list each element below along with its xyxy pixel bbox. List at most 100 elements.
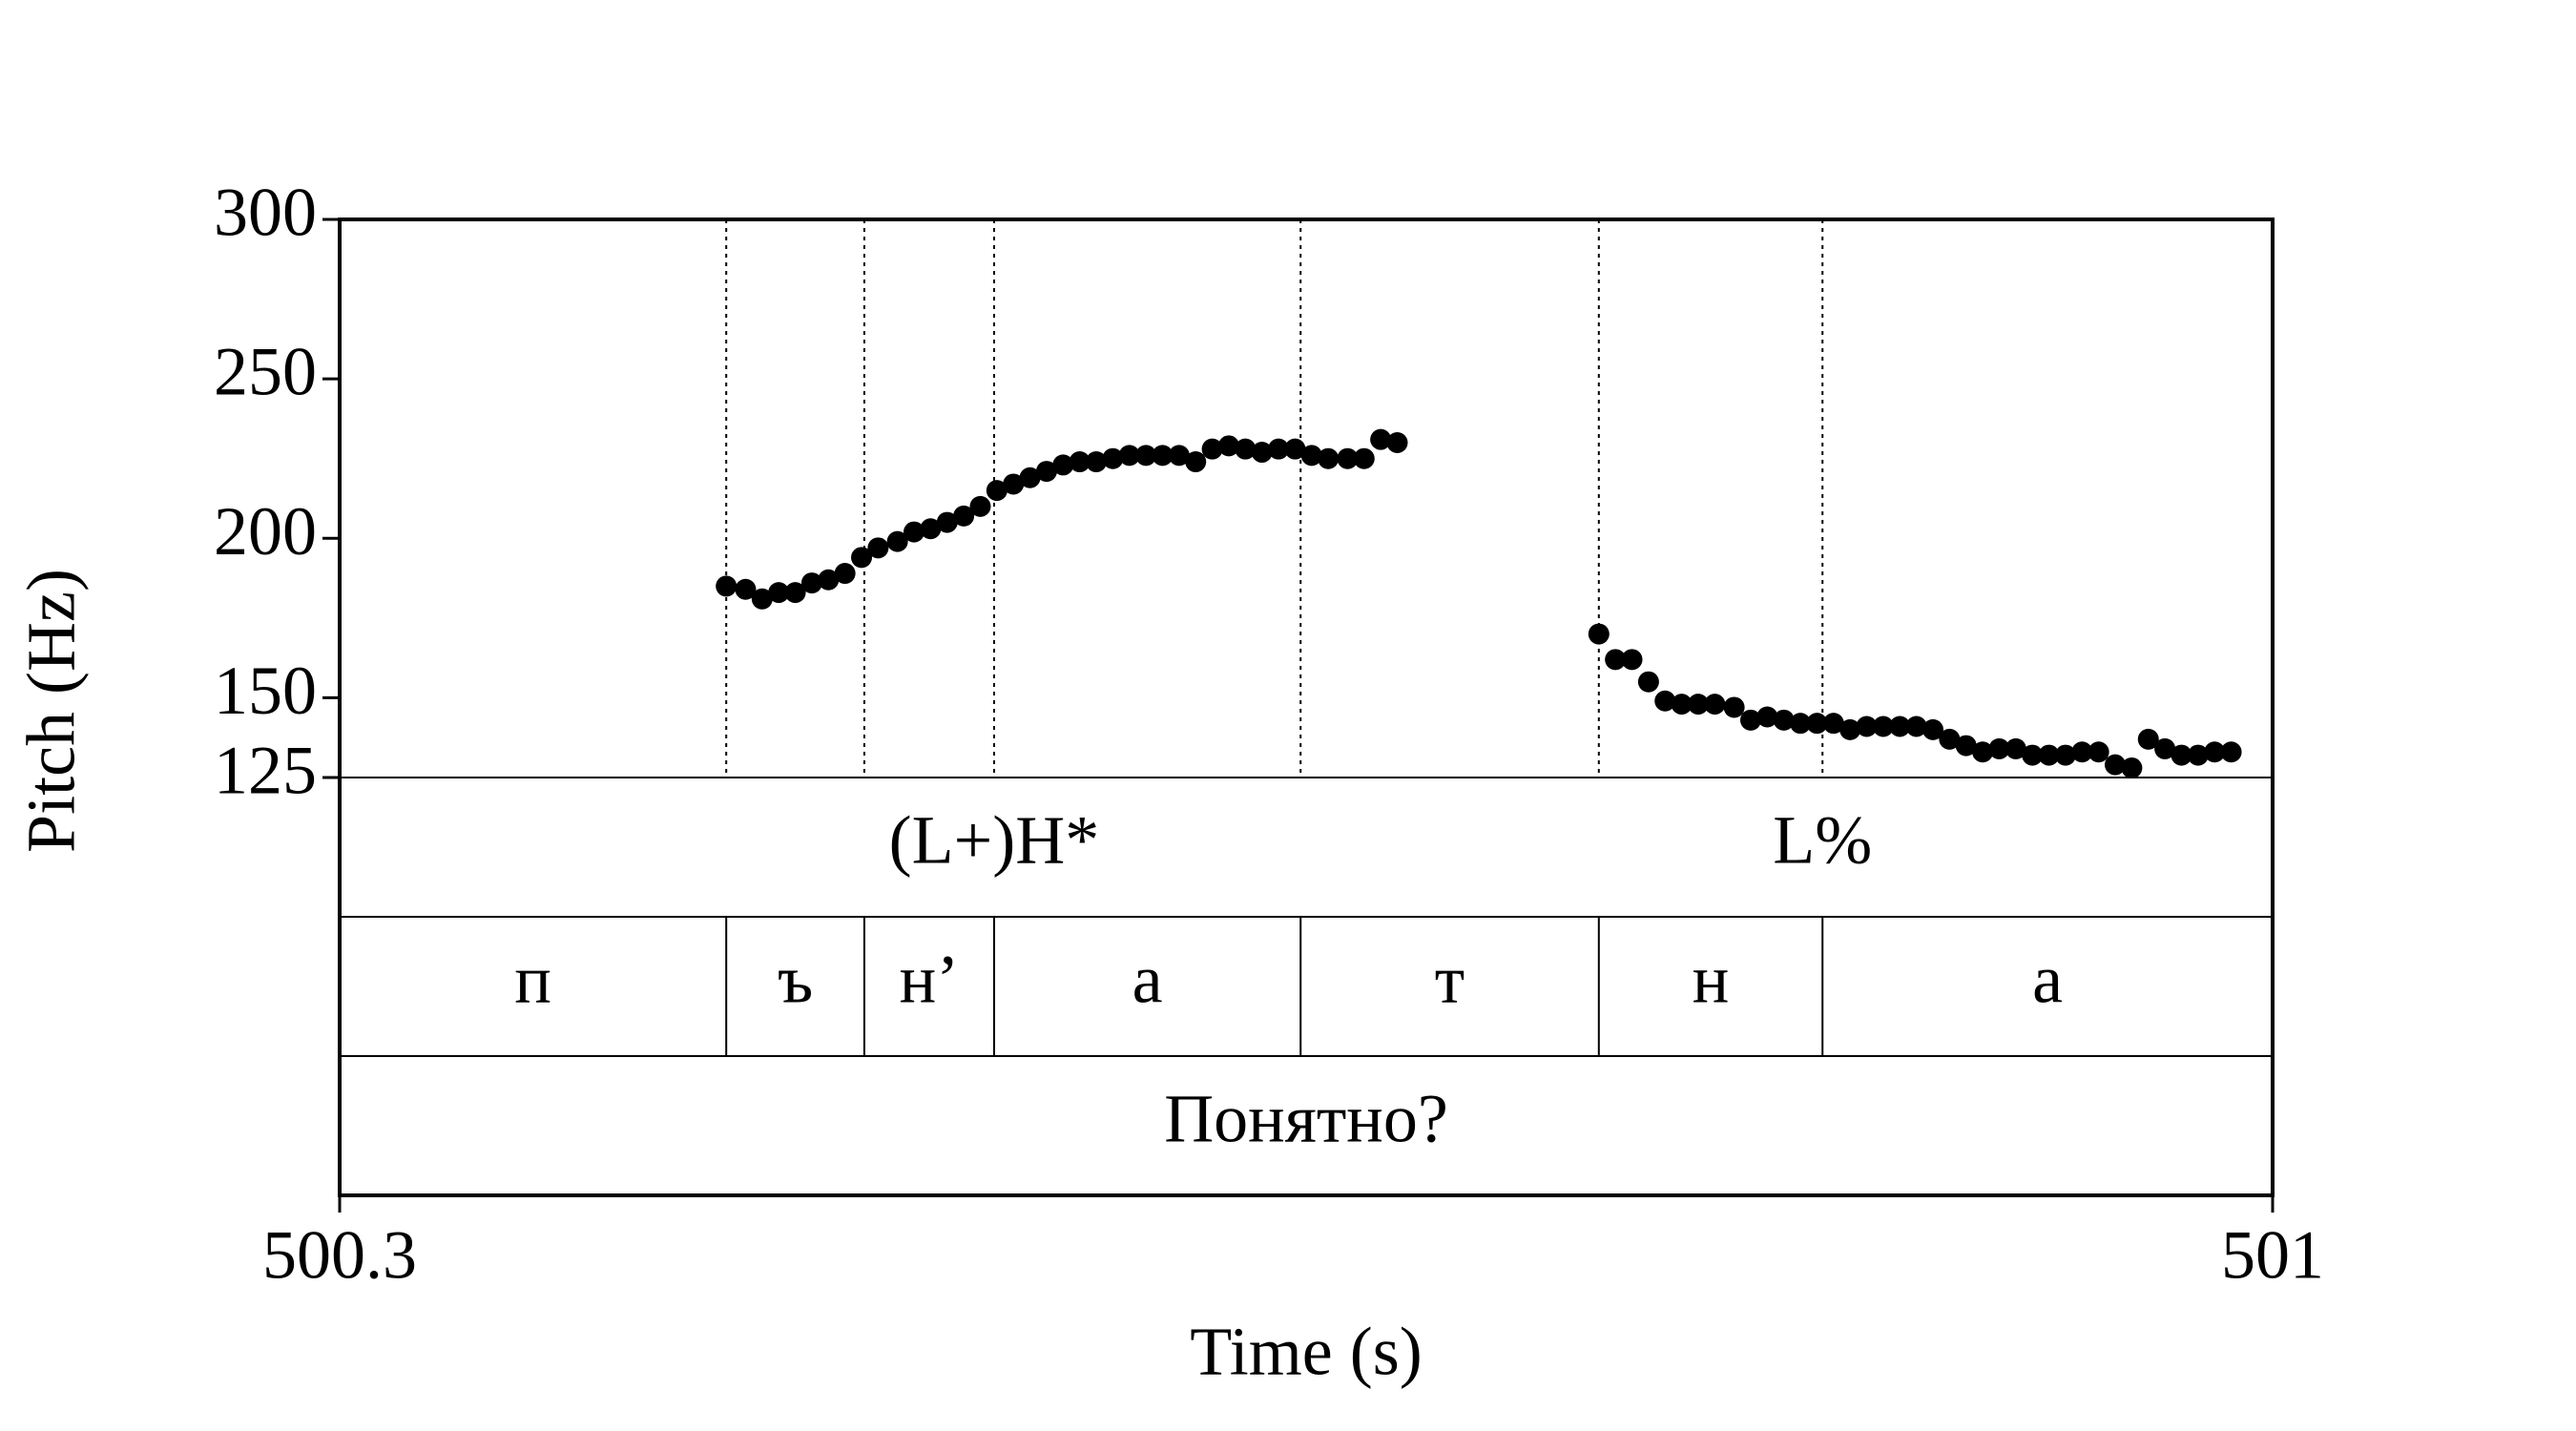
x-axis-label: Time (s) [1190, 1314, 1422, 1390]
pitch-point [2204, 741, 2226, 763]
pitch-point [986, 480, 1008, 502]
pitch-point [1955, 735, 1977, 757]
pitch-point [1605, 649, 1627, 671]
pitch-point [2022, 744, 2044, 766]
pitch-point [2187, 744, 2209, 766]
pitch-point [2137, 728, 2159, 750]
pitch-point [1922, 718, 1944, 740]
pitch-point [2220, 741, 2242, 763]
tier-interval-label: т [1435, 942, 1465, 1018]
plot-frame [338, 218, 2275, 1197]
pitch-point [886, 530, 908, 552]
x-tick-label: 501 [2221, 1217, 2324, 1294]
pitch-point [2171, 744, 2192, 766]
pitch-point [1284, 438, 1306, 460]
pitch-point [1790, 713, 1812, 735]
pitch-point [1872, 716, 1894, 737]
pitch-point [1756, 706, 1778, 728]
pitch-point [2038, 744, 2060, 766]
pitch-point [1086, 451, 1108, 473]
pitch-point [1268, 438, 1290, 460]
tier-interval-label: п [514, 942, 551, 1018]
pitch-point [1251, 442, 1273, 464]
pitch-point [920, 518, 942, 540]
pitch-point [1687, 694, 1709, 716]
pitch-point [1988, 737, 2010, 759]
tier-point-label: (L+)H* [889, 802, 1100, 879]
pitch-point [1905, 716, 1927, 737]
pitch-point [1353, 447, 1375, 469]
pitch-point [716, 575, 737, 597]
pitch-point [1739, 709, 1761, 731]
pitch-point [2088, 741, 2109, 763]
pitch-point [867, 537, 889, 559]
tier-interval-label: Понятно? [1164, 1081, 1448, 1157]
y-tick-label: 250 [214, 334, 317, 410]
pitch-point [800, 572, 822, 594]
pitch-point [1704, 694, 1726, 716]
pitch-point [1856, 716, 1878, 737]
pitch-point [834, 563, 856, 585]
pitch-point [1654, 690, 1676, 712]
pitch-point [768, 582, 790, 604]
tier-interval-label: н’ [900, 942, 960, 1018]
tier-interval-label: ъ [778, 942, 813, 1018]
pitch-point [851, 547, 873, 569]
pitch-point [2071, 741, 2093, 763]
x-tick-label: 500.3 [262, 1217, 417, 1294]
tier-interval-label: н [1693, 942, 1730, 1018]
pitch-point [969, 495, 991, 517]
pitch-point [1386, 432, 1408, 453]
pitch-point [1069, 451, 1091, 473]
pitch-point [1839, 718, 1861, 740]
pitch-point [1118, 445, 1140, 467]
pitch-point [1152, 445, 1174, 467]
pitch-point [1337, 447, 1359, 469]
pitch-point [784, 582, 806, 604]
pitch-point [1939, 728, 1961, 750]
pitch-point [1201, 438, 1223, 460]
pitch-point [1723, 696, 1745, 718]
pitch-point [1052, 454, 1074, 476]
pitch-point [2005, 737, 2026, 759]
pitch-point [1102, 447, 1124, 469]
pitch-point [1135, 445, 1157, 467]
y-tick-label: 150 [214, 653, 317, 729]
pitch-point [936, 511, 958, 533]
tier-interval-label: а [1132, 942, 1163, 1018]
y-tick-label: 200 [214, 493, 317, 570]
pitch-point [1806, 713, 1828, 735]
tier-point-label: L% [1773, 802, 1872, 879]
pitch-point [2121, 757, 2143, 778]
pitch-point [2154, 737, 2176, 759]
tier-interval-label: а [2032, 942, 2063, 1018]
y-tick-label: 300 [214, 175, 317, 251]
pitch-point [1621, 649, 1643, 671]
pitch-point [1185, 451, 1207, 473]
pitch-point [1300, 445, 1322, 467]
pitch-point [1889, 716, 1911, 737]
pitch-point [1318, 447, 1340, 469]
y-tick-label: 125 [214, 733, 317, 809]
pitch-point [1035, 461, 1057, 483]
pitch-point [2054, 744, 2076, 766]
pitch-point [751, 588, 773, 610]
pitch-point [1235, 438, 1257, 460]
pitch-point [1168, 445, 1190, 467]
pitch-point [2105, 754, 2127, 776]
pitch-point [735, 578, 757, 600]
y-axis-label: Pitch (Hz) [13, 569, 90, 853]
pitch-point [1019, 467, 1041, 488]
pitch-point [818, 569, 840, 591]
pitch-point [1822, 713, 1844, 735]
pitch-point [953, 505, 975, 527]
pitch-point [1671, 694, 1693, 716]
pitch-point [1637, 671, 1659, 693]
pitch-point [1972, 741, 1994, 763]
pitch-point [904, 521, 925, 543]
pitch-point [1370, 428, 1392, 450]
pitch-point [1217, 435, 1239, 457]
pitch-point [1588, 623, 1610, 645]
pitch-point [1003, 473, 1025, 495]
